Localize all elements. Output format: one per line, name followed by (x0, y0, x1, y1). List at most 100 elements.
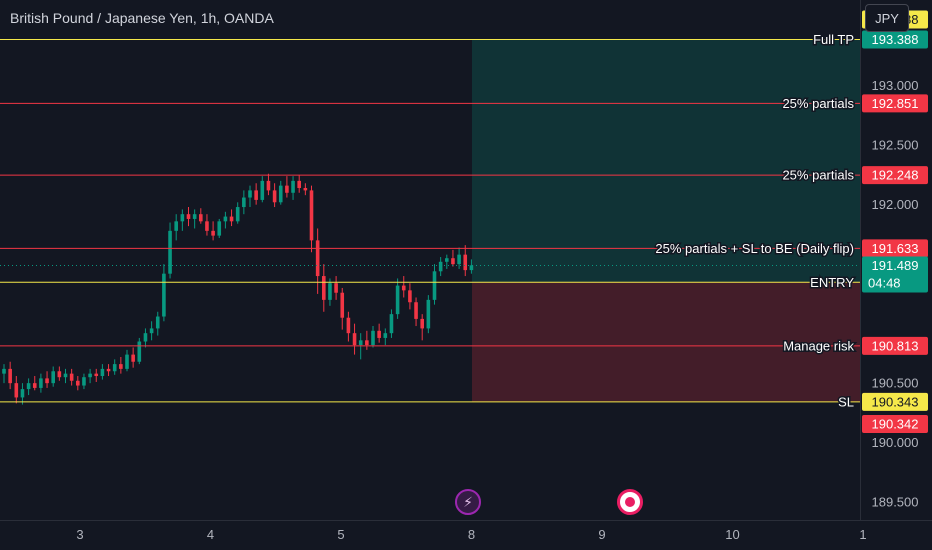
candle-body (143, 333, 148, 342)
candle-body (51, 371, 55, 384)
time-tick-label: 8 (468, 527, 475, 542)
time-tick-label: 10 (725, 527, 739, 542)
candle-body (309, 190, 314, 241)
time-tick-label: 3 (76, 527, 83, 542)
candle-body (438, 261, 443, 272)
candle-body (186, 214, 191, 219)
candle-body (334, 283, 338, 293)
candle-body (14, 383, 19, 398)
price-tick-label: 192.000 (872, 197, 919, 212)
candle-body (469, 265, 474, 271)
time-tick-label: 4 (207, 527, 214, 542)
candle-body (414, 302, 418, 319)
price-tick-label: 192.500 (872, 138, 919, 153)
level-price-value: 192.851 (872, 96, 919, 111)
price-tick-label: 189.500 (872, 495, 919, 510)
price-tick-label: 193.000 (872, 78, 919, 93)
candle-body (285, 185, 289, 193)
candle-body (278, 185, 283, 203)
candle-body (291, 180, 295, 193)
level-price-value: 193.388 (872, 32, 919, 47)
level-price-value: 190.343 (872, 394, 919, 409)
candle-body (457, 254, 461, 265)
candle-body (383, 333, 388, 338)
candle-body (260, 180, 265, 200)
candle-body (377, 330, 381, 338)
candle-body (174, 221, 178, 231)
candle-body (199, 214, 203, 222)
level-label: Manage risk (783, 338, 854, 353)
candle-body (94, 373, 99, 377)
candle-body (45, 378, 49, 384)
candle-body (100, 368, 105, 377)
last-price-badge (862, 256, 928, 293)
currency-button[interactable]: JPY (865, 4, 909, 32)
candle-body (32, 383, 37, 388)
level-label: 25% partials (782, 96, 854, 111)
candle-body (125, 354, 129, 369)
candle-body (69, 373, 74, 381)
candle-body (26, 383, 31, 390)
level-price-badge (862, 166, 928, 185)
candle-body (82, 377, 86, 386)
candle-body (119, 364, 123, 369)
candle-body (223, 216, 228, 222)
price-badge (862, 414, 928, 433)
candle-body (371, 330, 375, 346)
level-price-badge (862, 239, 928, 258)
candle-body (162, 273, 166, 317)
candle-body (217, 221, 222, 236)
candle-body (297, 180, 301, 189)
position-zones (472, 39, 860, 402)
candle-body (168, 230, 172, 274)
candle-body (426, 299, 431, 329)
candle-body (322, 276, 326, 300)
level-price-value: 192.248 (872, 168, 919, 183)
price-badge-value: 190.342 (872, 416, 919, 431)
candle-body (155, 316, 160, 329)
price-axis[interactable]: 193.000 192.500 192.000 190.500 190.000 189.5… (860, 0, 929, 520)
candle-body (63, 373, 68, 378)
candle-body (420, 318, 424, 329)
level-label: Full TP (813, 32, 854, 47)
level-label: 25% partials (782, 168, 854, 183)
candle-body (137, 341, 142, 362)
candles-group (2, 173, 474, 405)
symbol-title: British Pound / Japanese Yen, 1h, OANDA (10, 10, 274, 26)
level-price-badge (862, 392, 928, 411)
candle-body (76, 380, 80, 386)
candle-body (106, 368, 111, 372)
candle-body (8, 368, 12, 384)
time-axis[interactable]: 3 4 5 8 9 10 1 (0, 520, 932, 543)
time-tick-label: 1 (859, 527, 866, 542)
candle-body (346, 317, 351, 334)
level-label: SL (838, 394, 854, 409)
level-price-value: 190.813 (872, 338, 919, 353)
candle-body (112, 364, 117, 372)
flash-icon[interactable]: ⚡ (455, 489, 481, 515)
profit-zone (472, 39, 860, 283)
candle-body (432, 271, 437, 300)
candle-body (303, 188, 308, 191)
level-label: ENTRY (810, 275, 854, 290)
candle-body (352, 333, 357, 346)
last-price-value: 191.489 (872, 258, 919, 273)
level-price-badge (862, 30, 928, 49)
candle-body (340, 292, 345, 318)
time-tick-label: 5 (337, 527, 344, 542)
candle-body (272, 190, 277, 203)
loss-zone (472, 282, 860, 402)
candle-body (39, 378, 43, 388)
candle-body (229, 216, 234, 222)
bar-countdown: 04:48 (868, 275, 901, 290)
candle-body (242, 197, 246, 208)
candle-body (401, 285, 406, 291)
price-tick-label: 190.000 (872, 435, 919, 450)
record-icon[interactable] (617, 489, 643, 515)
candle-body (408, 290, 412, 303)
candle-body (2, 368, 6, 374)
candle-body (131, 354, 135, 362)
candle-body (20, 389, 25, 398)
candle-body (451, 258, 455, 265)
